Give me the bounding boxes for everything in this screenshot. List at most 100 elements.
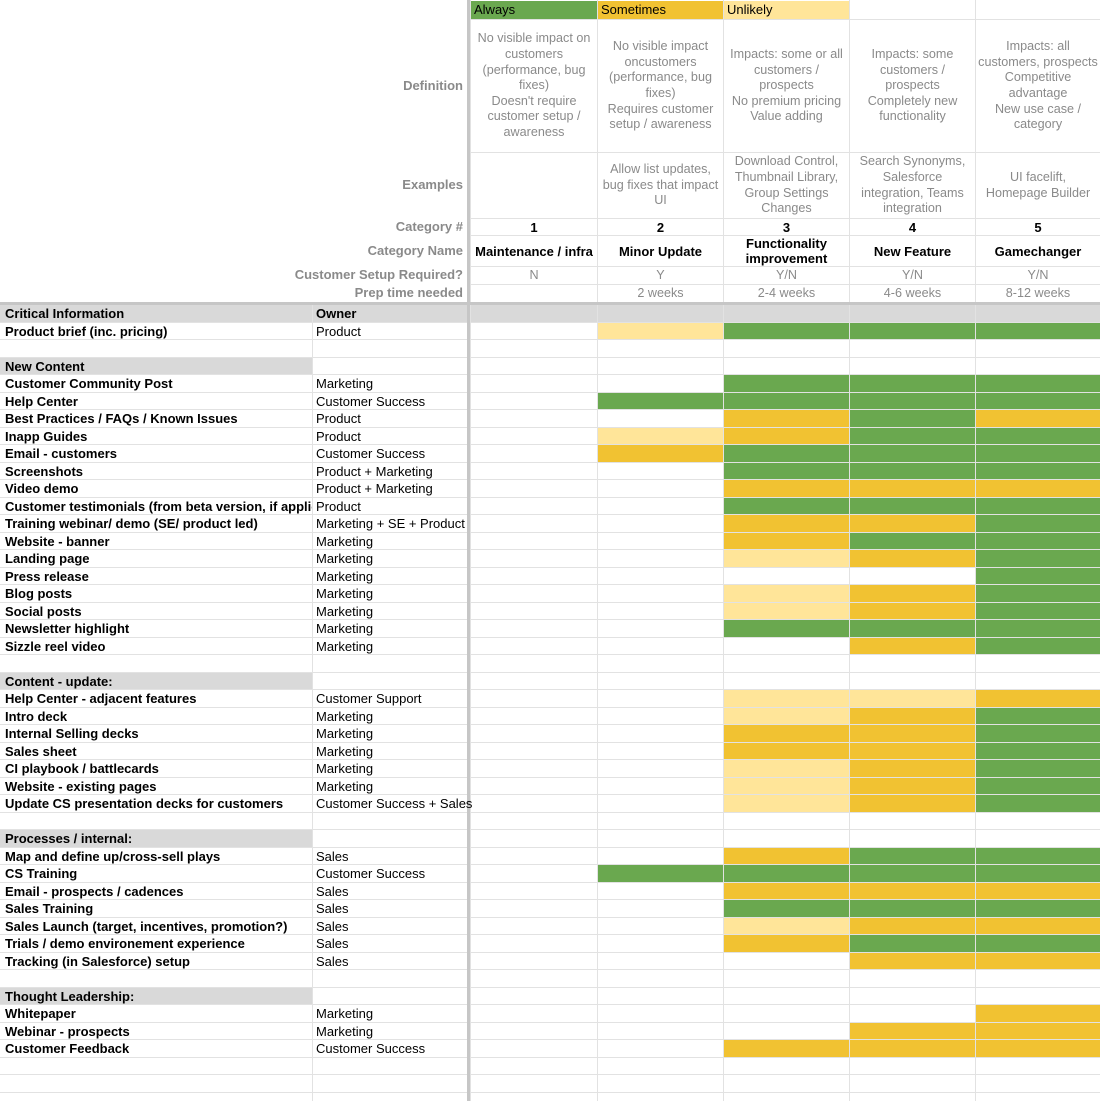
level-cell-cat5[interactable] [976, 323, 1100, 339]
task-name[interactable]: Screenshots [5, 464, 84, 479]
level-cell-cat5[interactable] [976, 760, 1100, 777]
task-name[interactable]: Newsletter highlight [5, 621, 130, 636]
owner-cell[interactable]: Marketing [316, 1006, 374, 1021]
level-cell-cat4[interactable] [850, 1023, 975, 1039]
owner-cell[interactable]: Customer Success [316, 866, 426, 881]
level-cell-cat4[interactable] [850, 638, 975, 654]
level-cell-cat5[interactable] [976, 900, 1100, 917]
level-cell-cat3[interactable] [724, 603, 849, 619]
level-cell-cat3[interactable] [724, 743, 849, 759]
owner-cell[interactable]: Customer Success [316, 446, 426, 461]
task-name[interactable]: Tracking (in Salesforce) setup [5, 954, 190, 969]
level-cell-cat5[interactable] [976, 410, 1100, 427]
level-cell-cat5[interactable] [976, 795, 1100, 812]
level-cell-cat5[interactable] [976, 445, 1100, 462]
level-cell-cat4[interactable] [850, 375, 975, 392]
level-cell-cat5[interactable] [976, 463, 1100, 479]
level-cell-cat5[interactable] [976, 935, 1100, 952]
level-cell-cat4[interactable] [850, 533, 975, 549]
owner-cell[interactable]: Marketing + SE + Product [316, 516, 465, 531]
owner-cell[interactable]: Product + Marketing [316, 481, 433, 496]
level-cell-cat5[interactable] [976, 848, 1100, 864]
level-cell-cat5[interactable] [976, 603, 1100, 619]
section-header[interactable]: Critical Information [0, 305, 312, 322]
level-cell-cat3[interactable] [724, 935, 849, 952]
owner-cell[interactable]: Marketing [316, 551, 374, 566]
level-cell-cat3[interactable] [724, 865, 849, 882]
level-cell-cat5[interactable] [976, 480, 1100, 497]
owner-header[interactable]: Owner [313, 305, 467, 322]
owner-cell[interactable]: Marketing [316, 639, 374, 654]
level-cell-cat3[interactable] [724, 918, 849, 934]
level-cell-cat4[interactable] [850, 865, 975, 882]
level-cell-cat3[interactable] [724, 463, 849, 479]
level-cell-cat4[interactable] [850, 585, 975, 602]
level-cell-cat3[interactable] [724, 620, 849, 637]
level-cell-cat2[interactable] [598, 865, 723, 882]
level-cell-cat5[interactable] [976, 918, 1100, 934]
level-cell-cat3[interactable] [724, 480, 849, 497]
task-name[interactable]: Customer testimonials (from beta version… [5, 499, 312, 514]
task-name[interactable]: Help Center - adjacent features [5, 691, 197, 706]
owner-cell[interactable]: Marketing [316, 744, 374, 759]
level-cell-cat4[interactable] [850, 620, 975, 637]
level-cell-cat4[interactable] [850, 445, 975, 462]
owner-cell[interactable]: Marketing [316, 534, 374, 549]
section-header[interactable]: New Content [0, 358, 312, 374]
level-cell-cat4[interactable] [850, 743, 975, 759]
level-cell-cat5[interactable] [976, 1023, 1100, 1039]
level-cell-cat5[interactable] [976, 725, 1100, 742]
task-name[interactable]: Landing page [5, 551, 90, 566]
task-name[interactable]: Sales Training [5, 901, 94, 916]
level-cell-cat5[interactable] [976, 620, 1100, 637]
level-cell-cat2[interactable] [598, 323, 723, 339]
owner-cell[interactable]: Marketing [316, 376, 374, 391]
owner-cell[interactable]: Marketing [316, 779, 374, 794]
level-cell-cat2[interactable] [598, 445, 723, 462]
level-cell-cat3[interactable] [724, 760, 849, 777]
task-name[interactable]: Help Center [5, 394, 78, 409]
level-cell-cat3[interactable] [724, 410, 849, 427]
legend-sometimes[interactable]: Sometimes [598, 1, 723, 19]
level-cell-cat3[interactable] [724, 323, 849, 339]
level-cell-cat4[interactable] [850, 603, 975, 619]
task-name[interactable]: CS Training [5, 866, 78, 881]
level-cell-cat4[interactable] [850, 935, 975, 952]
task-name[interactable]: Whitepaper [5, 1006, 76, 1021]
task-name[interactable]: Sizzle reel video [5, 639, 106, 654]
level-cell-cat3[interactable] [724, 883, 849, 899]
level-cell-cat3[interactable] [724, 498, 849, 514]
level-cell-cat4[interactable] [850, 410, 975, 427]
owner-cell[interactable]: Marketing [316, 726, 374, 741]
level-cell-cat4[interactable] [850, 953, 975, 969]
level-cell-cat4[interactable] [850, 690, 975, 707]
owner-cell[interactable]: Sales [316, 884, 349, 899]
level-cell-cat4[interactable] [850, 550, 975, 567]
level-cell-cat3[interactable] [724, 445, 849, 462]
level-cell-cat5[interactable] [976, 778, 1100, 794]
level-cell-cat5[interactable] [976, 953, 1100, 969]
level-cell-cat5[interactable] [976, 568, 1100, 584]
level-cell-cat5[interactable] [976, 550, 1100, 567]
level-cell-cat2[interactable] [598, 428, 723, 444]
level-cell-cat5[interactable] [976, 585, 1100, 602]
level-cell-cat5[interactable] [976, 533, 1100, 549]
level-cell-cat5[interactable] [976, 883, 1100, 899]
owner-cell[interactable]: Customer Success [316, 394, 426, 409]
level-cell-cat3[interactable] [724, 690, 849, 707]
level-cell-cat3[interactable] [724, 725, 849, 742]
task-name[interactable]: Map and define up/cross-sell plays [5, 849, 221, 864]
level-cell-cat3[interactable] [724, 900, 849, 917]
owner-cell[interactable]: Marketing [316, 1024, 374, 1039]
owner-cell[interactable]: Product [316, 499, 361, 514]
level-cell-cat3[interactable] [724, 533, 849, 549]
level-cell-cat5[interactable] [976, 743, 1100, 759]
owner-cell[interactable]: Marketing [316, 621, 374, 636]
level-cell-cat4[interactable] [850, 795, 975, 812]
level-cell-cat4[interactable] [850, 515, 975, 532]
owner-cell[interactable]: Sales [316, 954, 349, 969]
owner-cell[interactable]: Customer Success [316, 1041, 426, 1056]
task-name[interactable]: Trials / demo environement experience [5, 936, 245, 951]
level-cell-cat5[interactable] [976, 1005, 1100, 1022]
task-name[interactable]: Intro deck [5, 709, 68, 724]
